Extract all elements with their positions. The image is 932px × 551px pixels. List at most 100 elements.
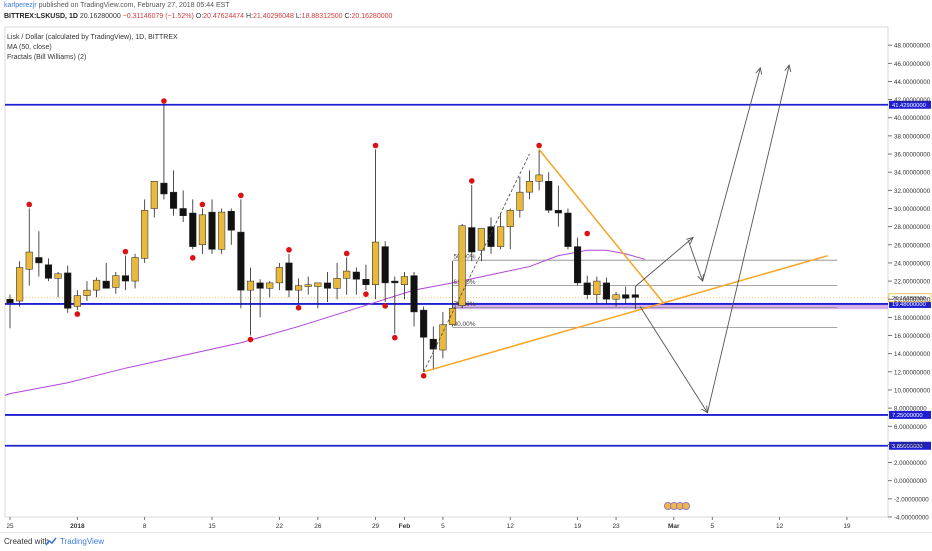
fractal-down-marker [420,373,427,379]
candle-body [352,271,360,280]
price-chart[interactable]: 41.42900000 19.48000000 7.25000000 3.850000… [0,24,932,532]
grid [4,26,889,518]
ohlc-high: 21.40296048 [252,13,294,20]
x-tick-label: 19 [574,523,582,530]
symbol-info: BITTREX:LSKUSD, 1D 20.16280000 −0.311460… [4,11,392,23]
chart-header: karlperezjr published on TradingView.com… [0,0,932,24]
fractal-up-marker [372,142,379,149]
candle-body [16,267,24,302]
candle-body [574,246,582,284]
candle-body [208,211,216,250]
candle-body [448,308,457,325]
fractal-up-marker [584,230,590,237]
ohlc-open: 20.47624474 [203,13,245,20]
projection-arrow [702,67,761,282]
candle-body [564,212,572,247]
triangle-trendline [423,254,828,373]
candle-body [343,270,351,279]
candle-body [266,282,274,289]
symbol-label: BITTREX:LSKUSD, 1D [4,13,78,20]
y-tick-label: 42.00000000 [894,97,931,104]
fib-level-label: 80.00% [454,321,476,328]
candles [6,105,639,372]
publish-info: karlperezjr published on TradingView.com… [4,0,230,12]
candle-body [593,280,601,295]
candle-body [420,309,428,338]
candle-body [150,181,158,209]
candle-body [372,241,380,285]
x-tick-label: 12 [507,523,515,530]
fractal-up-marker [199,201,206,208]
candle-body [189,212,197,247]
candle-body [285,262,293,291]
fractal-up-marker [161,98,167,104]
candle-body [554,210,562,214]
y-tick-label: 10.00000000 [894,387,931,394]
projection-arrow [687,240,704,282]
dashed-swing-line [423,153,530,372]
level-price-tag [889,410,931,419]
candle-body [487,226,495,247]
level-price-label: 3.85000000 [892,444,923,450]
candle-body [83,289,91,296]
candle-body [256,282,264,289]
footer: Created with TradingView [0,532,932,551]
candle-body [602,282,610,300]
candle-body [429,338,437,350]
candle-body [410,275,418,313]
candle-body [112,275,120,288]
candle-body [323,282,332,289]
y-tick-label: 48.00000000 [894,43,931,50]
candle-body [169,191,178,209]
candle-body [506,210,514,227]
y-tick-label: 20.00000000 [894,297,931,304]
watermark-badge [664,501,691,510]
y-tick-label: 2.00000000 [894,460,927,467]
candle-body [516,191,524,211]
x-tick-label: 19 [843,523,851,530]
fractal-down-marker [189,255,196,261]
fractal-up-marker [468,178,475,184]
legend: Lisk / Dollar (calculated by TradingView… [7,34,178,61]
last-price: 20.16280000 [79,13,121,20]
candle-body [400,276,408,285]
candle-body [275,267,283,284]
candle-body [93,279,101,291]
candle-body [35,257,43,264]
drawings [423,64,828,414]
candle-body [295,285,303,291]
candle-body [237,231,245,291]
price-change: −0.31146079 (−1.52%) [122,13,194,20]
y-tick-label: 22.00000000 [894,279,931,286]
x-tick-label: 15 [208,523,216,530]
y-tick-label: 34.00000000 [894,170,931,177]
candle-body [121,275,129,282]
x-tick-label: 23 [612,523,620,530]
candle-body [333,278,341,289]
candle-body [141,210,149,259]
projection-arrow [707,65,790,413]
y-tick-label: 40.00000000 [894,115,931,122]
candle-body [102,280,110,289]
candle-body [6,298,14,304]
y-tick-label: 12.00000000 [894,369,931,376]
fractal-up-marker [536,142,542,149]
candle-body [227,210,235,231]
projection-arrowhead [784,64,792,73]
y-tick-label: 16.00000000 [894,333,931,340]
y-tick-label: -2.00000000 [894,496,929,503]
candle-body [179,208,187,216]
x-tick-label: 26 [314,523,322,530]
x-tick-label: Feb [399,523,411,530]
published-text: published on TradingView.com, February 2… [38,2,230,9]
author-link[interactable]: karlperezjr [4,2,37,9]
candle-body [54,273,62,279]
level-price-tag [889,100,931,109]
zone-layer [452,302,888,310]
candle-body [246,280,255,291]
current-price-tag [888,293,932,303]
tradingview-link[interactable]: TradingView [60,537,105,546]
y-tick-label: 0.00000000 [894,478,927,485]
y-tick-label: 18.00000000 [894,315,931,322]
x-tick-label: 5 [441,523,445,530]
